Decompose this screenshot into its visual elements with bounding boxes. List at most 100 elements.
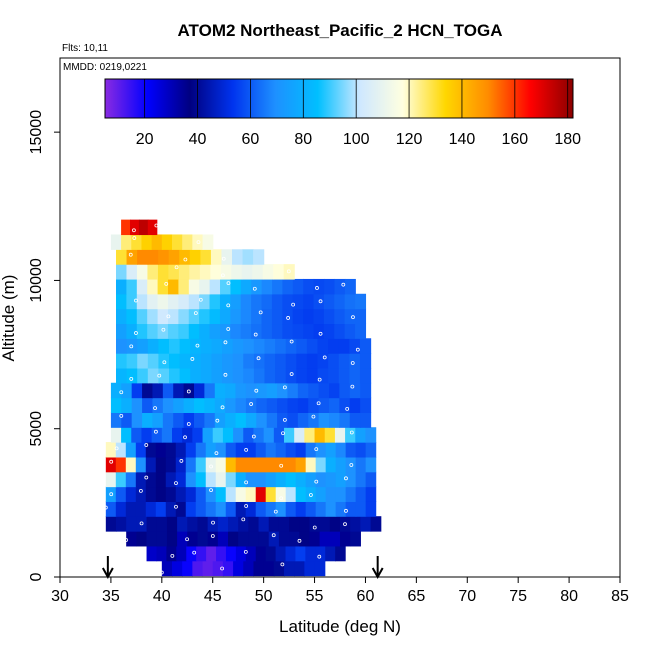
heatmap-cell: [275, 501, 287, 517]
heatmap-cell: [172, 560, 183, 577]
heatmap-cell: [232, 338, 244, 354]
heatmap-cell: [345, 427, 356, 443]
heatmap-cell: [211, 338, 223, 354]
heatmap-cell: [147, 338, 160, 354]
heatmap-cell: [264, 353, 276, 369]
heatmap-cell: [323, 323, 335, 339]
heatmap-cell: [173, 397, 185, 413]
heatmap-cell: [126, 278, 138, 295]
heatmap-cell: [147, 264, 159, 280]
sample-point: [193, 311, 198, 316]
heatmap-cell: [271, 308, 283, 325]
heatmap-cell: [228, 531, 239, 547]
colorbar-tick-label: 60: [242, 131, 260, 148]
heatmap-cell: [145, 456, 157, 473]
heatmap-cell: [292, 323, 304, 339]
heatmap-cell: [162, 412, 174, 428]
heatmap-cell: [193, 382, 205, 399]
heatmap-cell: [245, 501, 257, 517]
heatmap-cell: [349, 338, 361, 354]
heatmap-cell: [355, 486, 367, 502]
heatmap-cell: [136, 531, 148, 547]
heatmap-cell: [136, 516, 148, 532]
heatmap-cell: [193, 412, 205, 428]
heatmap-cell: [116, 264, 128, 280]
heatmap-cell: [225, 486, 237, 502]
heatmap-cell: [212, 560, 224, 577]
heatmap-cell: [355, 471, 367, 488]
heatmap-cell: [253, 560, 265, 577]
heatmap-cell: [215, 501, 227, 517]
heatmap-cell: [350, 516, 361, 532]
sample-point: [343, 522, 347, 527]
heatmap-cell: [136, 293, 148, 310]
x-tick-label: 35: [102, 588, 120, 605]
heatmap-cell: [225, 412, 237, 428]
heatmap-cell: [157, 308, 169, 325]
heatmap-cell: [252, 264, 264, 280]
heatmap-cell: [305, 501, 317, 517]
heatmap-cell: [282, 278, 294, 295]
heatmap-cell: [238, 531, 249, 547]
heatmap-cell: [314, 560, 326, 577]
heatmap-cell: [225, 382, 237, 399]
sample-point: [170, 554, 175, 558]
heatmap-cell: [192, 427, 204, 443]
colorbar-tick-label: 80: [294, 131, 312, 148]
chart-title: ATOM2 Northeast_Pacific_2 HCN_TOGA: [178, 21, 503, 40]
heatmap-cell: [172, 427, 183, 443]
heatmap-cell: [262, 264, 274, 280]
heatmap-cell: [155, 456, 167, 473]
heatmap-cell: [222, 353, 234, 369]
heatmap-cell: [339, 382, 351, 399]
heatmap-cell: [135, 442, 147, 458]
heatmap-cell: [335, 456, 347, 473]
heatmap-cell: [282, 293, 294, 310]
heatmap-cell: [277, 382, 289, 399]
heatmap-cell: [126, 264, 138, 280]
heatmap-cell: [329, 531, 341, 547]
heatmap-cell: [188, 293, 200, 310]
heatmap-cell: [370, 516, 382, 532]
heatmap-cell: [195, 486, 207, 502]
heatmap-cell: [179, 338, 191, 354]
heatmap-cell: [303, 323, 315, 339]
colorbar-bar: [104, 78, 574, 119]
heatmap-cell: [152, 412, 164, 428]
heatmap-cell: [116, 338, 128, 354]
heatmap-cell: [214, 412, 226, 428]
sample-point: [159, 570, 164, 575]
heatmap-cell: [121, 397, 133, 413]
sample-point: [322, 355, 327, 360]
heatmap-cell: [182, 234, 193, 250]
heatmap-cell: [365, 427, 377, 443]
heatmap-cell: [142, 382, 154, 399]
heatmap-cell: [255, 456, 267, 473]
heatmap-cell: [137, 353, 149, 369]
heatmap-cell: [210, 264, 222, 280]
sample-point: [220, 405, 225, 410]
sample-point: [221, 256, 226, 261]
heatmap-cell: [334, 427, 346, 443]
flight-arrow: [101, 556, 114, 580]
sample-point: [166, 314, 171, 319]
heatmap-cell: [245, 412, 257, 428]
heatmap-cell: [235, 397, 247, 413]
heatmap-cell: [245, 545, 257, 562]
heatmap-cell: [235, 412, 247, 428]
sample-point: [244, 504, 249, 508]
heatmap-cell: [152, 382, 164, 399]
heatmap-cell: [303, 308, 315, 325]
sample-point: [226, 281, 231, 286]
heatmap-cell: [339, 412, 351, 428]
heatmap-cell: [147, 249, 159, 265]
sample-point: [243, 549, 248, 554]
heatmap-cell: [325, 545, 336, 562]
heatmap-cell: [338, 353, 350, 369]
heatmap-cell: [263, 560, 275, 577]
sample-point: [344, 508, 348, 513]
x-tick-label: 70: [458, 588, 476, 605]
heatmap-cell: [110, 427, 122, 443]
heatmap-cell: [365, 471, 377, 488]
heatmap-cell: [344, 323, 356, 339]
